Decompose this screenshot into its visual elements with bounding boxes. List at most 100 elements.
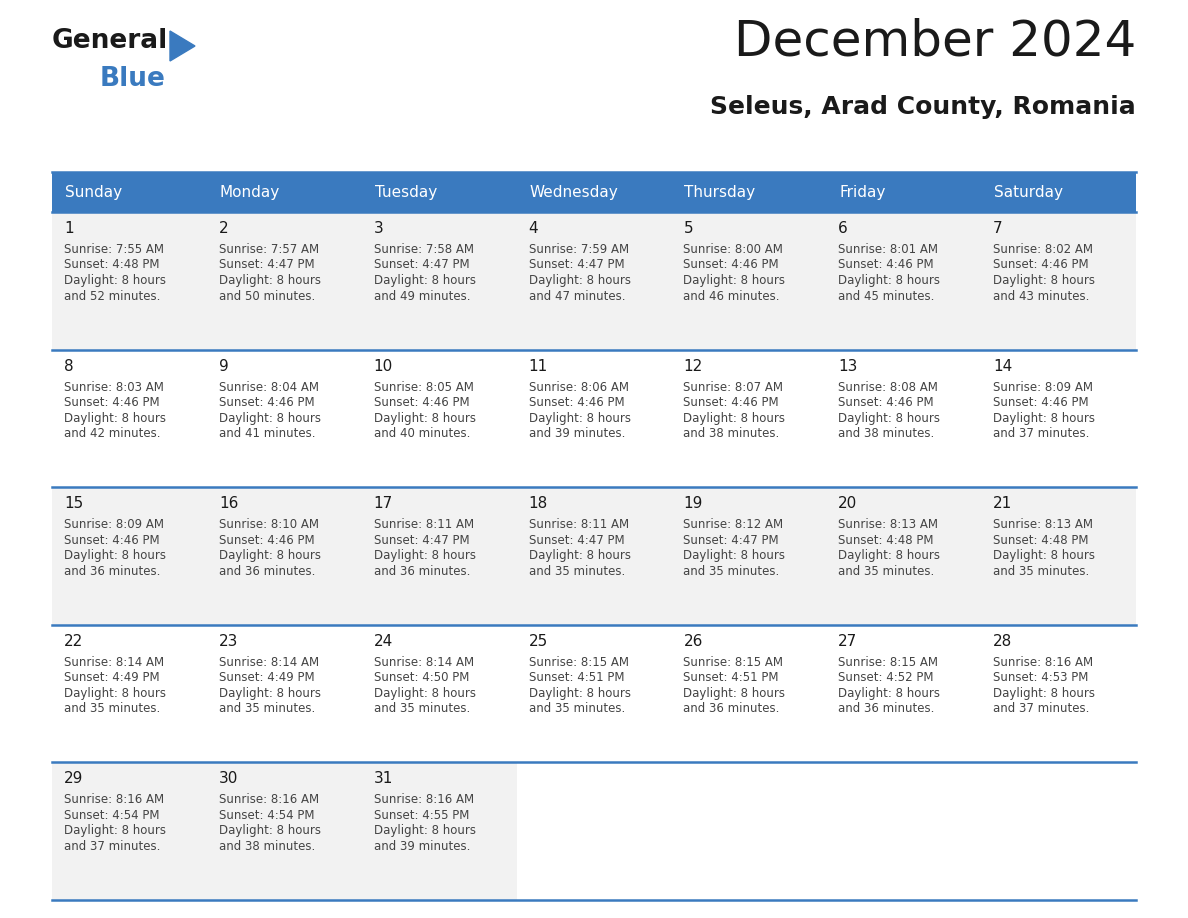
Text: Sunrise: 7:57 AM: Sunrise: 7:57 AM	[219, 243, 320, 256]
Text: Daylight: 8 hours: Daylight: 8 hours	[683, 687, 785, 700]
Text: Sunset: 4:49 PM: Sunset: 4:49 PM	[64, 671, 159, 684]
Text: and 38 minutes.: and 38 minutes.	[839, 427, 935, 440]
Bar	[52, 172, 207, 212]
Text: Sunset: 4:46 PM: Sunset: 4:46 PM	[683, 259, 779, 272]
Text: Sunset: 4:46 PM: Sunset: 4:46 PM	[64, 533, 159, 547]
Text: 28: 28	[993, 633, 1012, 649]
Text: 16: 16	[219, 497, 239, 511]
Text: 29: 29	[64, 771, 83, 787]
Text: Sunset: 4:46 PM: Sunset: 4:46 PM	[839, 259, 934, 272]
Text: and 38 minutes.: and 38 minutes.	[683, 427, 779, 440]
Bar	[517, 487, 671, 625]
Text: Sunrise: 8:16 AM: Sunrise: 8:16 AM	[374, 793, 474, 806]
Bar	[207, 625, 361, 763]
Bar	[361, 212, 517, 350]
Bar	[52, 763, 207, 900]
Text: Daylight: 8 hours: Daylight: 8 hours	[374, 274, 475, 287]
Text: 23: 23	[219, 633, 239, 649]
Text: and 36 minutes.: and 36 minutes.	[839, 702, 935, 715]
Text: Sunset: 4:47 PM: Sunset: 4:47 PM	[374, 259, 469, 272]
Text: Saturday: Saturday	[994, 185, 1063, 199]
Text: Sunset: 4:46 PM: Sunset: 4:46 PM	[683, 396, 779, 409]
Text: and 37 minutes.: and 37 minutes.	[993, 702, 1089, 715]
Text: Sunday: Sunday	[65, 185, 122, 199]
Text: and 43 minutes.: and 43 minutes.	[993, 289, 1089, 303]
Text: Sunrise: 8:07 AM: Sunrise: 8:07 AM	[683, 381, 783, 394]
Text: Daylight: 8 hours: Daylight: 8 hours	[683, 274, 785, 287]
Bar	[207, 172, 361, 212]
Text: Daylight: 8 hours: Daylight: 8 hours	[219, 824, 321, 837]
Text: 9: 9	[219, 359, 228, 374]
Text: Sunset: 4:46 PM: Sunset: 4:46 PM	[993, 396, 1088, 409]
Bar	[517, 350, 671, 487]
Text: and 36 minutes.: and 36 minutes.	[374, 565, 470, 577]
Bar	[827, 172, 981, 212]
Text: Daylight: 8 hours: Daylight: 8 hours	[219, 549, 321, 562]
Bar	[207, 763, 361, 900]
Bar	[361, 625, 517, 763]
Text: Sunset: 4:54 PM: Sunset: 4:54 PM	[64, 809, 159, 822]
Text: Sunset: 4:46 PM: Sunset: 4:46 PM	[993, 259, 1088, 272]
Bar	[207, 487, 361, 625]
Bar	[361, 763, 517, 900]
Text: Daylight: 8 hours: Daylight: 8 hours	[993, 549, 1095, 562]
Text: Daylight: 8 hours: Daylight: 8 hours	[529, 274, 631, 287]
Text: 18: 18	[529, 497, 548, 511]
Text: Daylight: 8 hours: Daylight: 8 hours	[374, 549, 475, 562]
Text: Thursday: Thursday	[684, 185, 756, 199]
Bar	[52, 625, 207, 763]
Text: 5: 5	[683, 221, 693, 236]
Text: Daylight: 8 hours: Daylight: 8 hours	[64, 411, 166, 425]
Text: Sunset: 4:51 PM: Sunset: 4:51 PM	[529, 671, 624, 684]
Text: and 36 minutes.: and 36 minutes.	[683, 702, 779, 715]
Text: Seleus, Arad County, Romania: Seleus, Arad County, Romania	[710, 95, 1136, 119]
Text: and 35 minutes.: and 35 minutes.	[683, 565, 779, 577]
Text: Daylight: 8 hours: Daylight: 8 hours	[374, 411, 475, 425]
Text: Sunrise: 8:14 AM: Sunrise: 8:14 AM	[374, 655, 474, 669]
Text: Sunrise: 7:58 AM: Sunrise: 7:58 AM	[374, 243, 474, 256]
Text: Sunset: 4:46 PM: Sunset: 4:46 PM	[839, 396, 934, 409]
Text: Sunset: 4:47 PM: Sunset: 4:47 PM	[374, 533, 469, 547]
Text: 3: 3	[374, 221, 384, 236]
Text: Sunrise: 8:15 AM: Sunrise: 8:15 AM	[683, 655, 783, 669]
Text: 27: 27	[839, 633, 858, 649]
Text: Sunrise: 8:08 AM: Sunrise: 8:08 AM	[839, 381, 939, 394]
Text: and 38 minutes.: and 38 minutes.	[219, 840, 315, 853]
Text: Daylight: 8 hours: Daylight: 8 hours	[219, 411, 321, 425]
Bar	[671, 212, 827, 350]
Bar	[671, 172, 827, 212]
Bar	[517, 172, 671, 212]
Text: Sunrise: 8:02 AM: Sunrise: 8:02 AM	[993, 243, 1093, 256]
Text: Sunset: 4:46 PM: Sunset: 4:46 PM	[374, 396, 469, 409]
Text: 7: 7	[993, 221, 1003, 236]
Bar	[517, 625, 671, 763]
Text: and 46 minutes.: and 46 minutes.	[683, 289, 781, 303]
Text: 15: 15	[64, 497, 83, 511]
Text: and 35 minutes.: and 35 minutes.	[529, 702, 625, 715]
Text: Daylight: 8 hours: Daylight: 8 hours	[993, 687, 1095, 700]
Text: Sunset: 4:47 PM: Sunset: 4:47 PM	[529, 259, 624, 272]
Bar	[981, 487, 1136, 625]
Text: 6: 6	[839, 221, 848, 236]
Text: and 35 minutes.: and 35 minutes.	[219, 702, 315, 715]
Text: and 35 minutes.: and 35 minutes.	[839, 565, 935, 577]
Text: and 45 minutes.: and 45 minutes.	[839, 289, 935, 303]
Text: 30: 30	[219, 771, 239, 787]
Text: Sunrise: 7:55 AM: Sunrise: 7:55 AM	[64, 243, 164, 256]
Text: and 35 minutes.: and 35 minutes.	[993, 565, 1089, 577]
Text: 14: 14	[993, 359, 1012, 374]
Text: and 39 minutes.: and 39 minutes.	[529, 427, 625, 440]
Text: Daylight: 8 hours: Daylight: 8 hours	[64, 824, 166, 837]
Text: 13: 13	[839, 359, 858, 374]
Text: 19: 19	[683, 497, 703, 511]
Text: and 37 minutes.: and 37 minutes.	[993, 427, 1089, 440]
Text: and 36 minutes.: and 36 minutes.	[64, 565, 160, 577]
Bar	[517, 212, 671, 350]
Text: Sunset: 4:49 PM: Sunset: 4:49 PM	[219, 671, 315, 684]
Text: Friday: Friday	[839, 185, 886, 199]
Text: Daylight: 8 hours: Daylight: 8 hours	[374, 687, 475, 700]
Text: Sunset: 4:47 PM: Sunset: 4:47 PM	[219, 259, 315, 272]
Text: Wednesday: Wednesday	[530, 185, 618, 199]
Bar	[361, 350, 517, 487]
Text: Daylight: 8 hours: Daylight: 8 hours	[683, 549, 785, 562]
